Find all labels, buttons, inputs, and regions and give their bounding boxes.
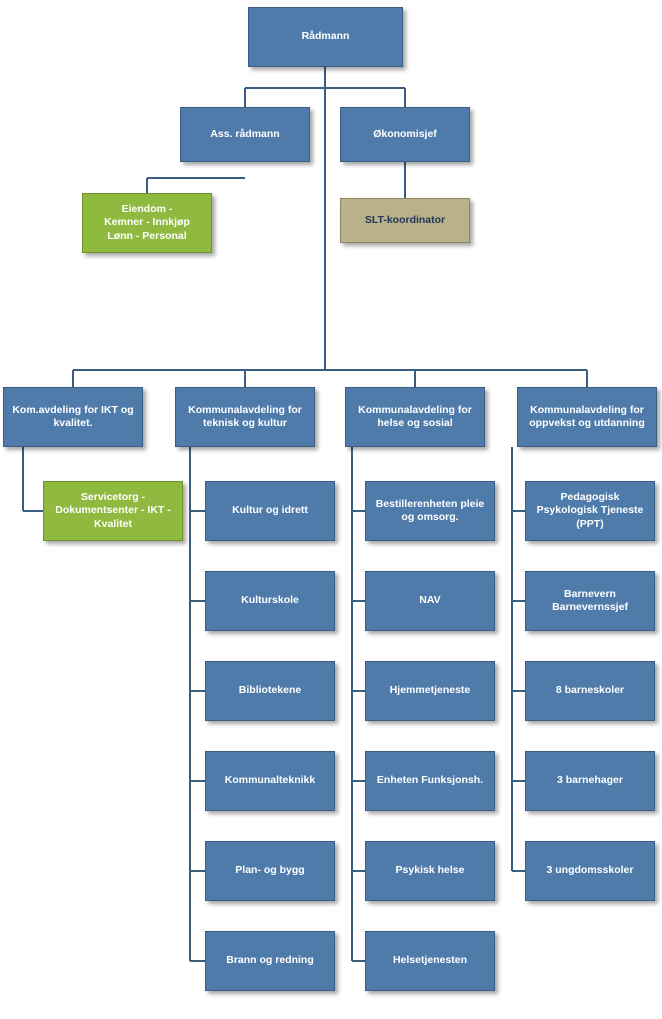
- org-node-hel_2: Hjemmetjeneste: [365, 661, 495, 721]
- org-node-dept_helse: Kommunalavdeling for helse og sosial: [345, 387, 485, 447]
- org-node-eiendom: Eiendom - Kemner - Innkjøp Lønn - Person…: [82, 193, 212, 253]
- org-node-tek_5: Brann og redning: [205, 931, 335, 991]
- org-node-tek_1: Kulturskole: [205, 571, 335, 631]
- org-node-opp_3: 3 barnehager: [525, 751, 655, 811]
- org-node-opp_1: Barnevern Barnevernssjef: [525, 571, 655, 631]
- org-node-hel_1: NAV: [365, 571, 495, 631]
- org-node-hel_4: Psykisk helse: [365, 841, 495, 901]
- org-node-okonomisjef: Økonomisjef: [340, 107, 470, 162]
- org-node-dept_ikt: Kom.avdeling for IKT og kvalitet.: [3, 387, 143, 447]
- org-node-hel_3: Enheten Funksjonsh.: [365, 751, 495, 811]
- org-node-radmann: Rådmann: [248, 7, 403, 67]
- org-node-slt: SLT-koordinator: [340, 198, 470, 243]
- org-node-dept_tek: Kommunalavdeling for teknisk og kultur: [175, 387, 315, 447]
- org-node-tek_4: Plan- og bygg: [205, 841, 335, 901]
- org-chart-canvas: Rådmann Ass. rådmann Økonomisjef Eiendom - …: [0, 0, 662, 1019]
- org-node-opp_2: 8 barneskoler: [525, 661, 655, 721]
- org-node-dept_opp: Kommunalavdeling for oppvekst og utdanni…: [517, 387, 657, 447]
- org-node-tek_0: Kultur og idrett: [205, 481, 335, 541]
- org-node-opp_4: 3 ungdomsskoler: [525, 841, 655, 901]
- org-node-hel_0: Bestillerenheten pleie og omsorg.: [365, 481, 495, 541]
- org-node-hel_5: Helsetjenesten: [365, 931, 495, 991]
- org-node-tek_2: Bibliotekene: [205, 661, 335, 721]
- org-node-ikt_0: Servicetorg - Dokumentsenter - IKT - Kva…: [43, 481, 183, 541]
- org-node-ass: Ass. rådmann: [180, 107, 310, 162]
- org-node-tek_3: Kommunalteknikk: [205, 751, 335, 811]
- org-node-opp_0: Pedagogisk Psykologisk Tjeneste (PPT): [525, 481, 655, 541]
